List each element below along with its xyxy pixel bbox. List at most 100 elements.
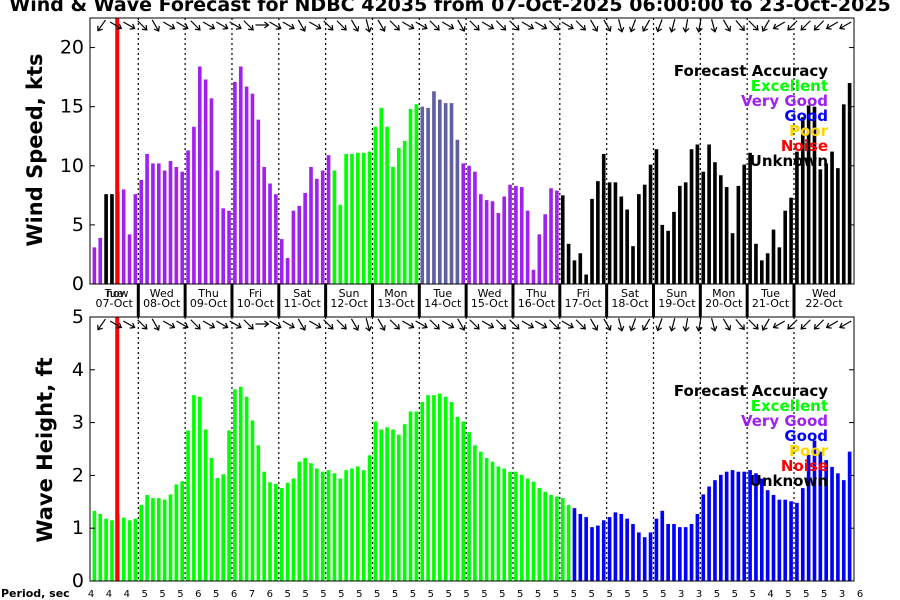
direction-arrow-icon — [521, 21, 535, 30]
bar — [707, 486, 711, 581]
wave-height-bars — [92, 317, 854, 581]
direction-arrow-icon — [377, 318, 386, 331]
period-value: 6 — [231, 589, 237, 600]
bar — [637, 194, 641, 284]
direction-arrow-icon — [772, 320, 786, 329]
direction-arrow-icon — [297, 318, 306, 331]
y-tick-label: 5 — [72, 214, 84, 236]
period-value: 5 — [660, 589, 666, 600]
period-value: 5 — [803, 589, 809, 600]
direction-arrow-icon — [365, 318, 372, 332]
bar — [414, 104, 419, 284]
bar — [162, 499, 167, 581]
bar — [824, 163, 829, 284]
y-tick-label: 4 — [72, 359, 84, 381]
bar — [724, 187, 729, 284]
bar — [174, 166, 179, 284]
bar — [121, 189, 126, 284]
direction-arrow-icon — [402, 320, 415, 329]
bar — [279, 488, 284, 581]
bar — [519, 474, 524, 581]
bar — [555, 190, 559, 284]
direction-arrow-icon — [655, 19, 663, 33]
bar — [315, 468, 319, 581]
direction-arrow-icon — [710, 19, 718, 33]
day-date: 07-Oct — [96, 297, 134, 310]
direction-arrow-icon — [772, 21, 786, 30]
bar — [256, 119, 261, 284]
bar — [771, 494, 776, 581]
direction-arrow-icon — [787, 20, 798, 31]
bar — [648, 164, 653, 284]
bar — [718, 474, 723, 581]
day-name: Thu — [525, 287, 547, 300]
direction-arrow-icon — [669, 318, 676, 332]
bar — [572, 508, 577, 581]
y-tick-label: 5 — [72, 306, 84, 328]
direction-arrow-icon — [229, 320, 242, 329]
period-value: 3 — [839, 589, 845, 600]
direction-arrow-icon — [590, 19, 599, 32]
bar — [373, 126, 378, 284]
bar — [695, 513, 700, 581]
bar — [98, 513, 103, 581]
direction-arrow-icon — [575, 20, 586, 31]
bar — [244, 86, 249, 284]
bar — [555, 496, 559, 581]
direction-arrow-icon — [722, 19, 732, 32]
direction-arrow-icon — [350, 318, 360, 331]
direction-arrow-icon — [561, 21, 574, 30]
direction-arrow-icon — [617, 318, 625, 332]
period-value: 5 — [320, 589, 326, 600]
legend-item: Very Good — [741, 92, 828, 110]
bar — [707, 144, 711, 284]
bar — [789, 197, 793, 284]
bar — [473, 445, 477, 581]
direction-arrow-icon — [813, 319, 825, 330]
legend-title: Forecast Accuracy — [674, 382, 828, 400]
direction-arrow-icon — [825, 21, 839, 30]
period-value: 5 — [553, 589, 559, 600]
bar — [841, 480, 846, 581]
direction-arrow-icon — [415, 21, 428, 30]
bar — [478, 194, 483, 284]
bar — [455, 139, 460, 284]
bar — [736, 185, 741, 284]
bar — [303, 192, 307, 284]
bar — [139, 504, 144, 581]
bar — [525, 210, 530, 284]
direction-arrow-icon — [216, 320, 229, 329]
day-date: 18-Oct — [611, 297, 649, 310]
bar — [566, 243, 571, 284]
period-value: 5 — [428, 589, 434, 600]
direction-arrow-icon — [365, 19, 372, 33]
direction-arrow-icon — [695, 18, 703, 33]
direction-arrow-icon — [457, 19, 466, 32]
direction-arrow-icon — [761, 19, 770, 32]
direction-arrow-icon — [255, 320, 270, 328]
direction-arrow-icon — [534, 320, 548, 329]
direction-arrow-icon — [495, 20, 507, 31]
bar — [613, 182, 618, 284]
bar — [397, 434, 401, 581]
bar — [683, 182, 688, 284]
direction-arrow-icon — [350, 19, 360, 32]
period-value: 5 — [535, 589, 541, 600]
day-name: Fri — [577, 287, 590, 300]
bar — [221, 474, 226, 581]
period-value: 5 — [571, 589, 577, 600]
day-date: 12-Oct — [330, 297, 368, 310]
direction-arrow-icon — [297, 19, 306, 32]
bar — [718, 175, 723, 284]
bar — [408, 109, 413, 284]
direction-arrow-icon — [97, 318, 106, 331]
bar — [818, 451, 823, 581]
period-value: 5 — [589, 589, 595, 600]
bar — [783, 499, 788, 581]
bar — [180, 171, 185, 284]
bar — [432, 91, 436, 284]
bar — [619, 196, 624, 284]
direction-arrow-icon — [481, 21, 495, 30]
period-value: 4 — [767, 589, 773, 600]
